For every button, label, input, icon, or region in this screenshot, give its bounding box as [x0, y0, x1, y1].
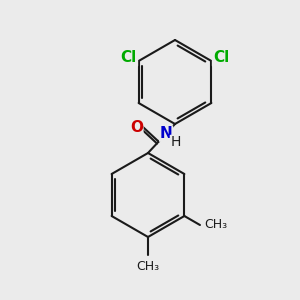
Text: Cl: Cl [213, 50, 230, 65]
Text: N: N [160, 126, 172, 141]
Text: O: O [130, 120, 143, 135]
Text: Cl: Cl [120, 50, 136, 65]
Text: CH₃: CH₃ [136, 260, 160, 273]
Text: H: H [170, 135, 181, 149]
Text: CH₃: CH₃ [204, 218, 227, 232]
